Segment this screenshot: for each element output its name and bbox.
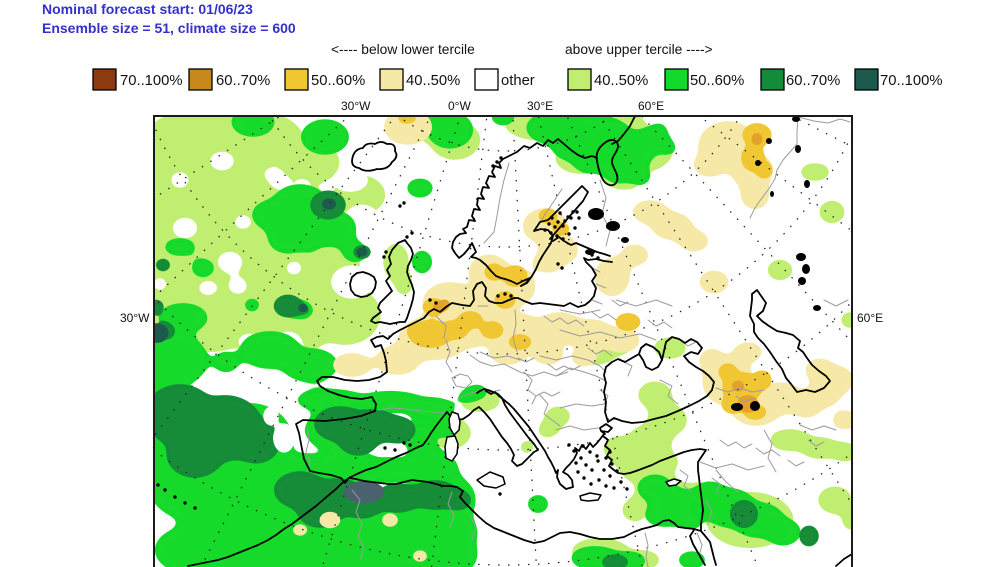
svg-text:30°W: 30°W <box>341 99 371 113</box>
svg-text:0°W: 0°W <box>448 99 471 113</box>
svg-text:above upper tercile ---->: above upper tercile ----> <box>565 42 713 57</box>
svg-text:50..60%: 50..60% <box>311 73 365 89</box>
svg-text:30°E: 30°E <box>527 99 553 113</box>
svg-text:Ensemble size = 51, climate si: Ensemble size = 51, climate size = 600 <box>42 20 296 36</box>
svg-text:<---- below lower tercile: <---- below lower tercile <box>331 42 475 57</box>
svg-text:60..70%: 60..70% <box>786 73 840 89</box>
svg-text:60°E: 60°E <box>857 311 883 325</box>
svg-text:30°W: 30°W <box>120 311 150 325</box>
svg-text:Nominal forecast start: 01/06/: Nominal forecast start: 01/06/23 <box>42 1 253 17</box>
svg-text:40..50%: 40..50% <box>406 73 460 89</box>
svg-text:60°E: 60°E <box>638 99 664 113</box>
svg-text:40..50%: 40..50% <box>594 73 648 89</box>
svg-text:70..100%: 70..100% <box>120 73 183 89</box>
svg-text:50..60%: 50..60% <box>690 73 744 89</box>
svg-text:other: other <box>501 73 535 89</box>
svg-text:60..70%: 60..70% <box>216 73 270 89</box>
svg-text:70..100%: 70..100% <box>880 73 943 89</box>
